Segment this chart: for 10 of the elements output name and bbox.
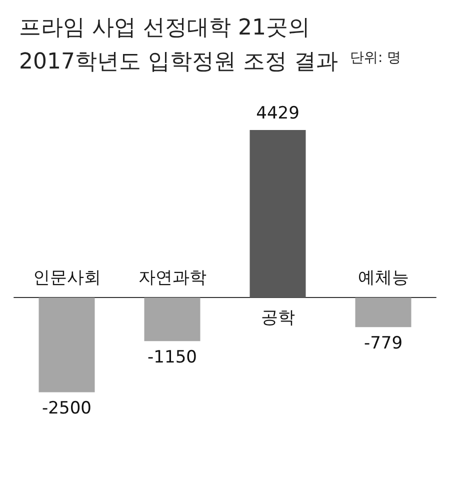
chart-title: 프라임 사업 선정대학 21곳의 2017학년도 입학정원 조정 결과 xyxy=(19,16,338,74)
data-label: 4429 xyxy=(256,104,300,124)
x-tick-label: 인문사회 xyxy=(32,268,101,288)
x-tick-label: 예체능 xyxy=(358,268,409,288)
data-label: -779 xyxy=(364,334,403,354)
data-label: -2500 xyxy=(42,398,92,419)
x-tick-label: 자연과학 xyxy=(138,268,206,288)
x-tick-label: 공학 xyxy=(260,308,295,328)
text: 단위: 명 xyxy=(350,50,402,66)
data-label: -1150 xyxy=(148,348,197,368)
